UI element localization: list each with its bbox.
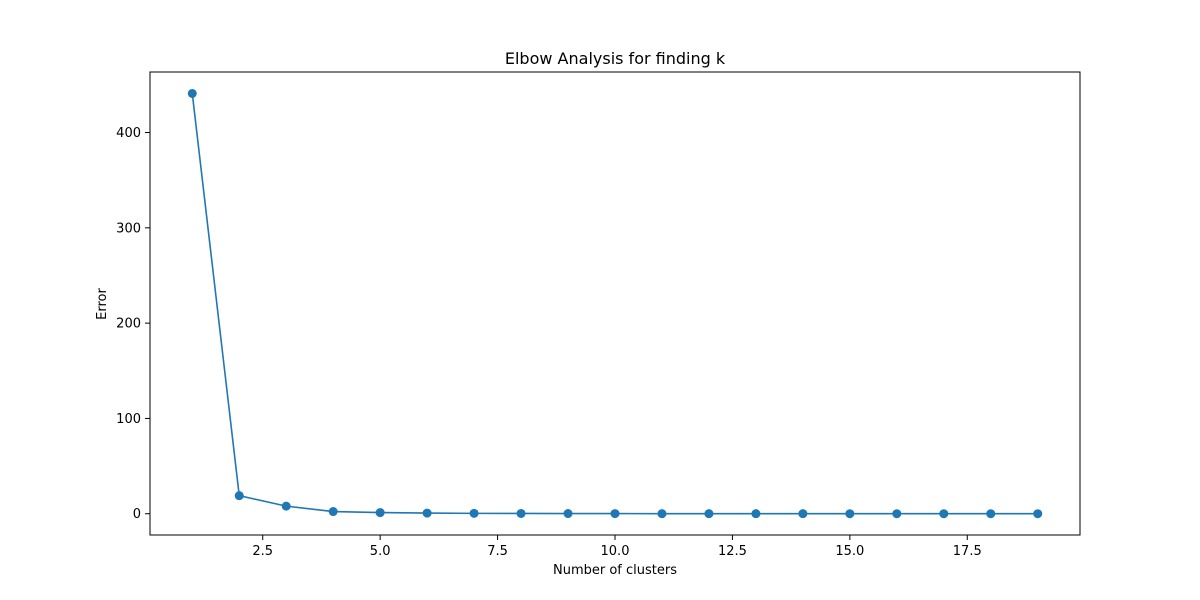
x-tick-label: 12.5: [718, 544, 747, 559]
data-point: [375, 508, 385, 518]
data-point: [939, 509, 949, 519]
data-point: [422, 508, 432, 518]
y-axis-label: Error: [95, 288, 110, 320]
y-tick-label: 100: [116, 412, 141, 427]
data-point: [845, 509, 855, 519]
data-point: [563, 509, 573, 519]
y-axis: 0 100 200 300 400: [116, 126, 150, 522]
data-point: [657, 509, 667, 519]
y-tick-label: 200: [116, 317, 141, 332]
chart-title: Elbow Analysis for finding k: [505, 49, 726, 68]
data-point: [986, 509, 996, 519]
data-point: [281, 501, 291, 511]
data-point: [1033, 509, 1043, 519]
y-tick-label: 0: [133, 507, 141, 522]
x-axis: 2.5 5.0 7.5 10.0 12.5 15.0 17.5: [252, 535, 982, 559]
x-axis-label: Number of clusters: [553, 563, 677, 578]
data-point: [751, 509, 761, 519]
data-point: [892, 509, 902, 519]
y-tick-label: 300: [116, 221, 141, 236]
x-tick-label: 7.5: [487, 544, 508, 559]
plot-area: [187, 88, 1043, 519]
data-point: [798, 509, 808, 519]
data-point: [469, 508, 479, 518]
data-point: [187, 88, 197, 98]
x-tick-label: 5.0: [370, 544, 391, 559]
data-point: [234, 491, 244, 501]
x-tick-label: 15.0: [835, 544, 864, 559]
data-point: [610, 509, 620, 519]
x-tick-label: 2.5: [252, 544, 273, 559]
x-tick-label: 10.0: [601, 544, 630, 559]
y-tick-label: 400: [116, 126, 141, 141]
data-point: [704, 509, 714, 519]
data-point: [516, 508, 526, 518]
data-point: [328, 507, 338, 517]
x-tick-label: 17.5: [953, 544, 982, 559]
